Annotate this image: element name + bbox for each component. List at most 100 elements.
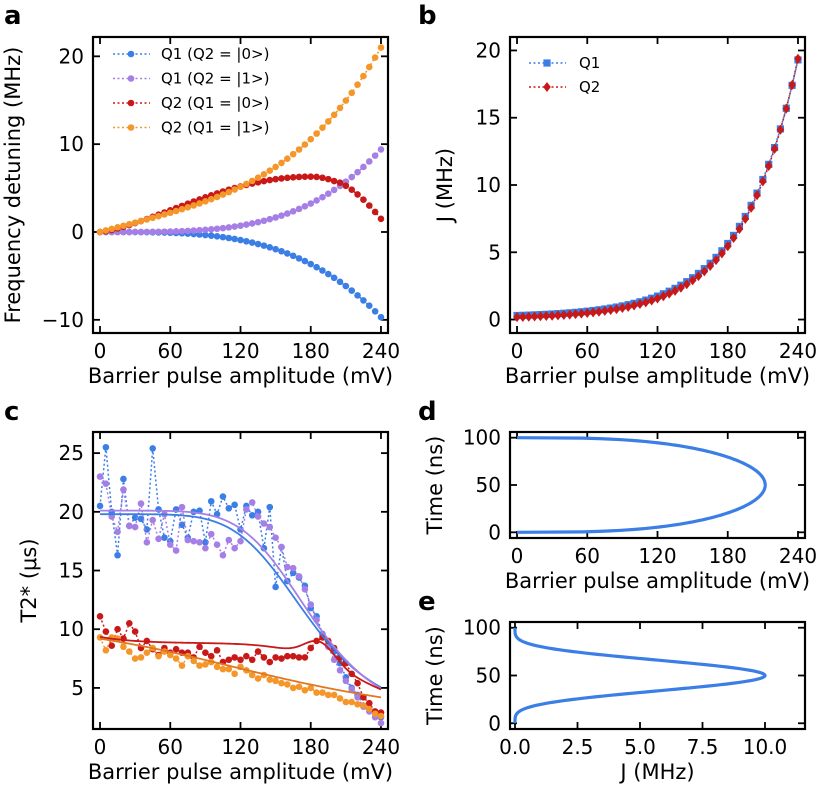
- y-tick-label: 20: [59, 500, 84, 524]
- data-point: [706, 261, 714, 272]
- axes-frame: [91, 430, 390, 731]
- x-tick-label: 60: [575, 544, 600, 568]
- data-point: [225, 224, 233, 231]
- y-tick-label: 25: [59, 441, 84, 465]
- data-point: [207, 195, 215, 203]
- x-tick-label: 180: [709, 339, 747, 363]
- data-point: [307, 200, 315, 207]
- data-point: [166, 209, 174, 217]
- legend-marker: [127, 124, 135, 131]
- data-point: [289, 150, 297, 158]
- data-point: [313, 173, 320, 181]
- data-point: [295, 255, 303, 262]
- data-point: [295, 683, 303, 691]
- data-point: [231, 186, 238, 193]
- data-point: [248, 512, 256, 519]
- x-tick-label: 240: [362, 339, 400, 363]
- data-point: [348, 287, 356, 294]
- data-point: [166, 651, 174, 659]
- data-point: [313, 689, 320, 696]
- data-point: [278, 655, 285, 662]
- legend-label: Q1 (Q2 = |0>): [161, 45, 269, 63]
- data-point: [196, 200, 203, 207]
- data-point: [213, 647, 221, 654]
- x-tick-label: 240: [779, 339, 817, 363]
- data-point: [178, 227, 186, 235]
- data-point: [278, 175, 285, 182]
- data-point: [202, 226, 209, 234]
- data-point: [213, 541, 221, 548]
- data-point: [125, 522, 133, 530]
- data-point: [313, 263, 320, 271]
- data-point: [207, 652, 215, 660]
- data-point: [677, 282, 685, 293]
- data-point: [207, 530, 215, 538]
- panel-c: c 0 60 120 180 240 5 10 15 20 25 Barrier pulse ampl…: [4, 397, 400, 784]
- data-point: [207, 232, 215, 239]
- data-point: [324, 691, 332, 699]
- data-point: [231, 223, 238, 230]
- data-point: [96, 502, 104, 510]
- legend-label: Q1 (Q2 = |1>): [161, 70, 269, 88]
- data-point: [348, 89, 356, 97]
- x-tick-label: 2.5: [562, 735, 594, 759]
- data-point: [554, 310, 562, 321]
- data-point: [125, 648, 133, 655]
- data-point: [284, 155, 291, 162]
- data-point: [295, 654, 303, 661]
- data-point: [172, 207, 180, 215]
- series-line: [100, 231, 382, 318]
- y-tick-label: 0: [71, 220, 84, 244]
- data-point: [131, 523, 139, 531]
- data-point: [125, 228, 133, 236]
- y-tick-label: 15: [59, 559, 84, 583]
- data-point: [606, 305, 615, 316]
- data-point: [172, 228, 180, 235]
- data-point: [513, 312, 521, 323]
- data-point: [202, 544, 209, 552]
- y-tick-label: 0: [488, 308, 501, 332]
- data-point: [360, 297, 367, 304]
- data-point: [143, 216, 151, 223]
- data-point: [336, 667, 344, 674]
- data-point: [289, 208, 297, 215]
- data-point: [143, 526, 151, 533]
- data-point: [248, 671, 256, 679]
- data-point: [284, 174, 291, 182]
- data-point: [371, 54, 379, 61]
- y-tick-label: 0: [488, 520, 501, 544]
- data-point: [348, 173, 356, 181]
- data-point: [301, 654, 309, 661]
- data-point: [354, 679, 361, 687]
- series-line: [516, 59, 799, 317]
- data-point: [137, 228, 145, 236]
- data-point: [612, 304, 621, 315]
- data-point: [336, 695, 344, 702]
- data-point: [237, 236, 244, 244]
- data-point: [712, 255, 720, 266]
- panel-a: a 0 60 120 180 240 −10 0 10 20 Barrier pulse ampli…: [1, 1, 400, 388]
- data-point: [231, 670, 238, 678]
- data-point: [131, 228, 139, 236]
- data-point: [307, 684, 315, 692]
- data-point: [243, 652, 250, 660]
- data-point: [237, 537, 244, 545]
- fit-curve: [99, 635, 382, 691]
- data-point: [272, 583, 279, 591]
- data-point: [225, 234, 233, 242]
- data-point: [260, 654, 268, 661]
- legend-entry: Q2 (Q1 = |1>): [113, 119, 269, 137]
- panel-d: d 0 60 120 180 240 0 50 100 Barrier pulse amplitu…: [418, 397, 817, 593]
- data-point: [243, 237, 250, 245]
- data-point: [301, 257, 309, 265]
- data-point: [102, 443, 110, 451]
- data-point: [272, 214, 279, 221]
- data-point: [260, 242, 268, 249]
- data-point: [131, 628, 139, 635]
- data-point: [301, 173, 309, 181]
- data-point: [365, 202, 373, 209]
- x-axis-label: Barrier pulse amplitude (mV): [505, 364, 810, 388]
- data-point: [583, 308, 592, 319]
- data-point: [260, 217, 268, 225]
- data-point: [172, 645, 180, 653]
